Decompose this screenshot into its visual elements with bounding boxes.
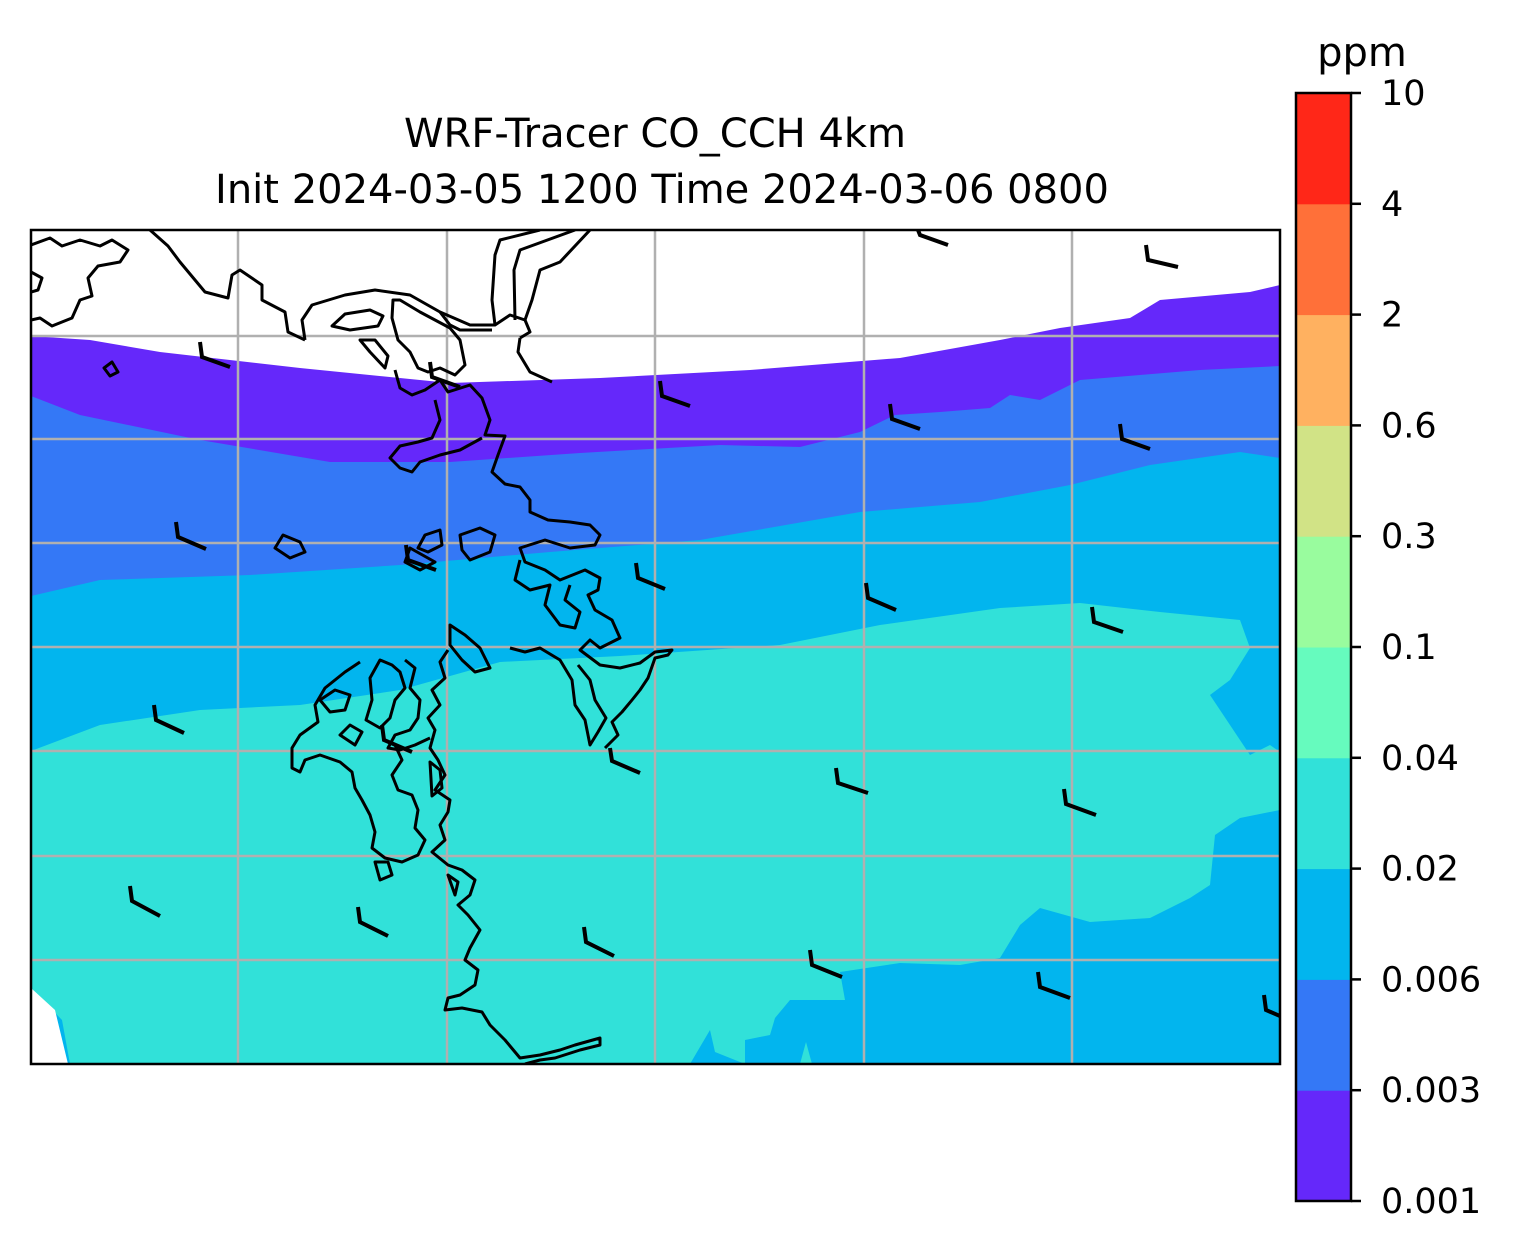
coastlines <box>31 230 674 1064</box>
colorbar-band-3 <box>1296 757 1351 870</box>
map-panel <box>31 230 1280 1064</box>
colorbar-band-8 <box>1296 203 1351 316</box>
colorbar-tick-label: 4 <box>1381 185 1403 225</box>
title-line-1: WRF-Tracer CO_CCH 4km <box>404 111 906 157</box>
colorbar-tick-label: 0.1 <box>1381 628 1437 668</box>
colorbar-tick-label: 0.006 <box>1381 960 1481 1000</box>
colorbar-tick-label: 2 <box>1381 296 1403 336</box>
gridlines <box>31 230 1280 1064</box>
band-notch <box>800 1042 812 1064</box>
colorbar-tick-label: 0.6 <box>1381 406 1437 446</box>
title-line-2: Init 2024-03-05 1200 Time 2024-03-06 080… <box>215 167 1109 213</box>
colorbar-band-4 <box>1296 647 1351 759</box>
no-data-area <box>31 988 68 1064</box>
colorbar-band-7 <box>1296 314 1351 426</box>
colorbar-band-9 <box>1296 93 1351 205</box>
wind-barbs <box>128 230 1280 1018</box>
colorbar-ticks: 0.001 0.003 0.006 0.02 0.04 0.1 0.3 0.6 2 4 10 <box>1351 74 1481 1222</box>
colorbar-tick-label: 0.003 <box>1381 1071 1481 1111</box>
colorbar-tick-label: 10 <box>1381 74 1426 114</box>
colorbar-band-0 <box>1296 1090 1351 1202</box>
colorbar-band-6 <box>1296 425 1351 537</box>
colorbar-tick-label: 0.04 <box>1381 739 1459 779</box>
colorbar-tick-label: 0.02 <box>1381 850 1459 890</box>
colorbar: 0.001 0.003 0.006 0.02 0.04 0.1 0.3 0.6 2 4 10 ppm <box>1294 30 1481 1222</box>
colorbar-band-1 <box>1296 979 1351 1091</box>
map-frame <box>29 228 1282 1066</box>
colorbar-tick-label: 0.3 <box>1381 517 1437 557</box>
colorbar-bands <box>1296 93 1351 1202</box>
colorbar-band-2 <box>1296 868 1351 980</box>
colorbar-band-5 <box>1296 536 1351 648</box>
colorbar-tick-label: 0.001 <box>1381 1182 1481 1222</box>
colorbar-unit: ppm <box>1317 30 1407 76</box>
